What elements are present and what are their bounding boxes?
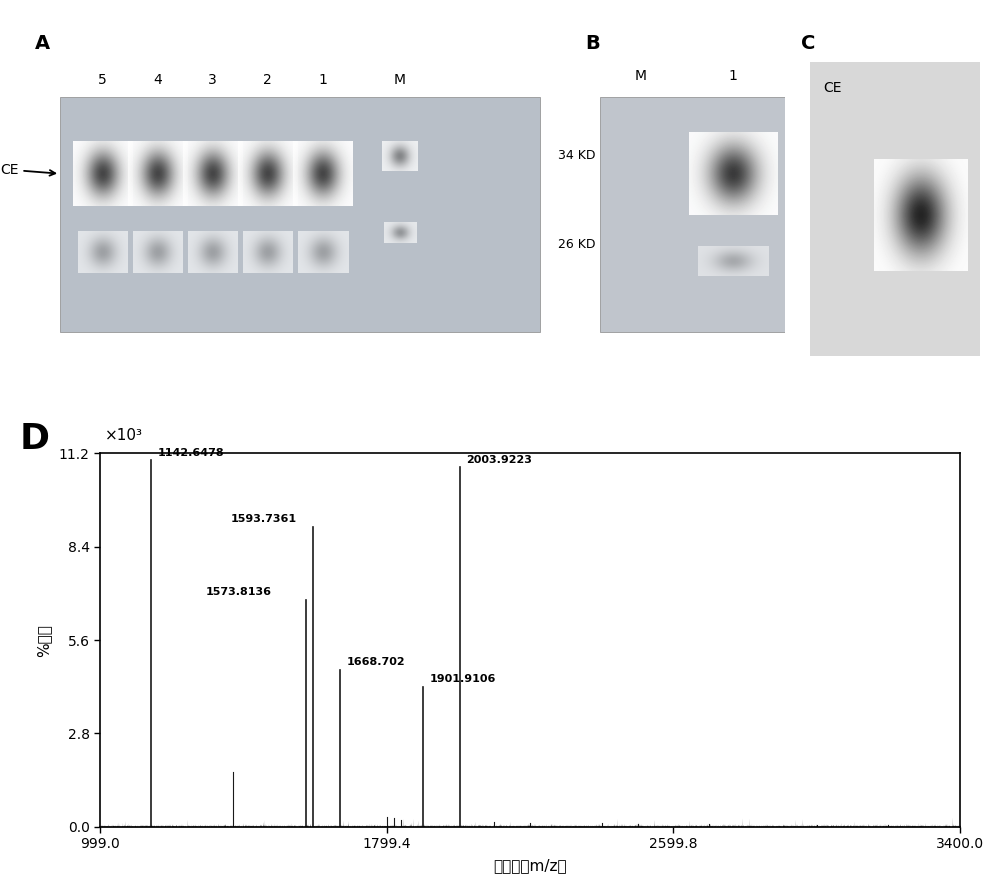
Text: 34 KD: 34 KD	[558, 149, 596, 162]
Y-axis label: %强度: %强度	[37, 624, 52, 656]
Text: 1: 1	[729, 68, 738, 83]
Text: CE: CE	[824, 81, 842, 94]
Text: 1901.9106: 1901.9106	[430, 674, 496, 685]
Text: 4: 4	[153, 73, 162, 87]
Text: M: M	[394, 73, 406, 87]
Text: 1: 1	[318, 73, 327, 87]
X-axis label: 荷质比（m/z）: 荷质比（m/z）	[493, 858, 567, 873]
Text: 2: 2	[263, 73, 272, 87]
Text: 2003.9223: 2003.9223	[466, 455, 532, 465]
Text: 1142.6478: 1142.6478	[158, 448, 225, 459]
Text: CE: CE	[0, 163, 55, 177]
Text: B: B	[585, 35, 600, 53]
Text: 26 KD: 26 KD	[558, 238, 596, 251]
Text: A: A	[35, 35, 50, 53]
Text: 1573.8136: 1573.8136	[206, 588, 272, 597]
Bar	[60, 98, 540, 332]
Bar	[600, 98, 785, 332]
Text: 3: 3	[208, 73, 217, 87]
Text: 5: 5	[98, 73, 107, 87]
Text: D: D	[20, 422, 50, 456]
Text: 1668.702: 1668.702	[346, 658, 405, 668]
Text: ×10³: ×10³	[105, 428, 143, 444]
Text: M: M	[635, 68, 647, 83]
Text: 1593.7361: 1593.7361	[231, 514, 297, 524]
Text: C: C	[802, 35, 816, 53]
